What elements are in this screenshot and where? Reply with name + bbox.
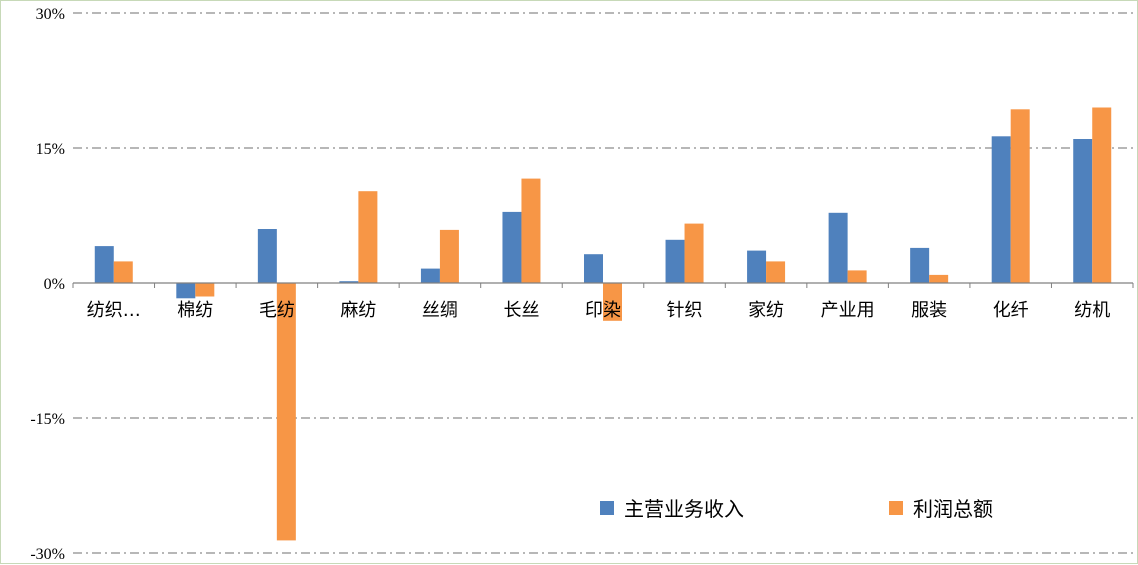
- revenue-bar: [584, 254, 603, 283]
- zero-axis: [72, 282, 1134, 288]
- profit-bar: [521, 178, 541, 283]
- category-label: 棉纺: [177, 300, 213, 321]
- category-label: 纺织…: [87, 300, 141, 321]
- revenue-bar: [665, 239, 685, 283]
- category-label: 家纺: [748, 300, 784, 321]
- profit-bar: [113, 261, 133, 283]
- legend-label: 利润总额: [913, 497, 993, 521]
- profit-bar: [684, 223, 704, 283]
- y-tick-label: -30%: [30, 546, 65, 563]
- x-axis-category-labels: 纺织… 棉纺 毛纺 麻纺 丝绸 长丝 印染 针织 家纺 产业用 服装 化纤 纺机: [87, 300, 1110, 321]
- gridlines: [73, 12, 1133, 554]
- profit-bar: [1092, 107, 1112, 283]
- revenue-bar: [94, 246, 114, 283]
- y-tick-label: 0%: [44, 276, 65, 293]
- revenue-bar: [176, 283, 196, 299]
- revenue-bar: [257, 229, 277, 283]
- revenue-bar: [910, 247, 930, 283]
- profit-bar: [358, 191, 378, 283]
- y-axis-tick-labels: 30% 15% 0% -15% -30%: [30, 6, 65, 563]
- legend-label: 主营业务收入: [624, 497, 744, 521]
- category-label: 长丝: [503, 300, 539, 321]
- profit-bar: [929, 274, 949, 283]
- y-tick-label: 15%: [36, 141, 65, 158]
- category-label: 麻纺: [340, 300, 376, 321]
- profit-bar: [603, 283, 622, 321]
- profit-bar: [195, 283, 215, 297]
- revenue-bar: [828, 212, 848, 283]
- profit-bar: [847, 270, 867, 283]
- legend-swatch: [600, 501, 614, 515]
- category-label: 印染: [585, 300, 621, 321]
- revenue-bar: [420, 268, 440, 283]
- category-label: 化纤: [993, 300, 1029, 321]
- category-label: 针织: [667, 300, 703, 321]
- revenue-bar: [339, 281, 359, 283]
- category-label: 纺机: [1074, 300, 1110, 321]
- y-tick-label: -15%: [30, 411, 65, 428]
- profit-bar: [439, 229, 459, 283]
- profit-bar: [276, 283, 296, 541]
- revenue-bar: [1073, 139, 1093, 283]
- category-label: 丝绸: [422, 300, 458, 321]
- legend: 主营业务收入 利润总额: [600, 497, 993, 521]
- profit-bar: [1010, 109, 1030, 283]
- profit-bar: [766, 261, 786, 283]
- category-label: 毛纺: [259, 300, 295, 321]
- category-label: 服装: [911, 300, 947, 321]
- revenue-bar: [991, 136, 1011, 283]
- revenue-bar: [502, 211, 522, 283]
- bars: [94, 107, 1112, 541]
- category-label: 产业用: [821, 300, 875, 321]
- revenue-bar: [747, 250, 767, 283]
- legend-swatch: [889, 501, 903, 515]
- y-tick-label: 30%: [36, 6, 65, 23]
